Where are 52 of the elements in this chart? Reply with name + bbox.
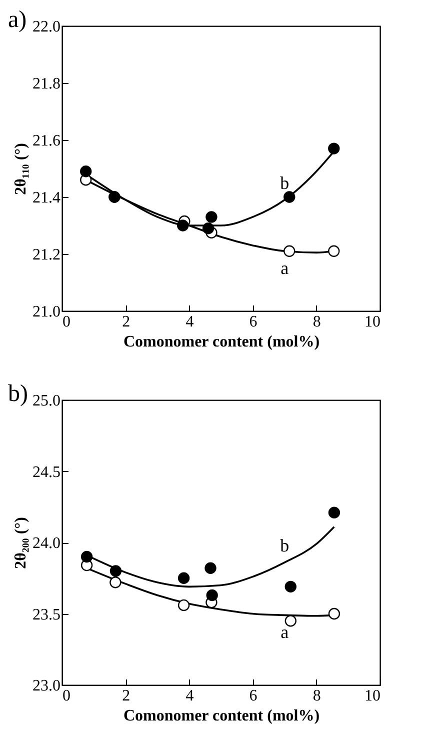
chart-title: a) [8,7,27,33]
x-axis-title: Comonomer content (mol%) [123,708,320,724]
series-label: a [280,622,289,642]
point [328,245,340,257]
x-tick-label: 0 [62,314,70,330]
x-tick-label: 2 [122,314,130,330]
x-tick-label: 8 [312,688,321,704]
point [284,615,296,627]
point [80,550,93,563]
y-tick-label: 23.5 [32,606,60,624]
point [80,166,92,178]
x-tick-label: 8 [312,314,321,330]
y-tick-label: 22.0 [32,18,60,36]
point [178,572,190,584]
point [176,220,189,232]
x-tick-label: 10 [364,688,380,704]
y-tick-label: 25.0 [32,392,60,410]
x-tick-label: 2 [122,688,130,704]
y-tick-label: 21.6 [32,132,60,150]
y-axis-title: 2θ₂₀₀ (°) [12,517,30,569]
point [284,245,296,257]
point [328,608,340,620]
x-axis-title: Comonomer content (mol%) [123,334,320,350]
y-tick-label: 21.8 [32,76,60,92]
series-label: b [280,535,290,556]
point [284,191,296,203]
y-tick-label: 21.0 [32,304,60,320]
point [110,565,122,577]
y-axis-title: 2θ₁₁₀ (°) [12,143,30,195]
x-tick-label: 6 [249,688,258,704]
x-tick-label: 4 [186,314,194,330]
point [328,506,340,518]
x-tick-label: 6 [249,314,258,330]
x-tick-label: 10 [364,314,380,330]
x-tick-label: 0 [62,688,70,704]
chart-title: b) [8,381,28,407]
x-tick-label: 4 [186,688,194,704]
series-label: a [280,258,289,278]
point [284,580,296,593]
y-tick-label: 23.0 [32,678,60,694]
point [206,211,218,223]
series-label: b [280,172,290,193]
y-tick-label: 24.5 [32,464,60,481]
y-tick-label: 21.4 [32,190,60,206]
point [328,142,340,154]
y-tick-label: 21.2 [32,246,60,264]
point [110,576,122,588]
point [202,222,214,234]
point [204,562,216,574]
y-tick-label: 24.0 [32,535,60,552]
point [178,599,190,612]
point [206,589,218,602]
